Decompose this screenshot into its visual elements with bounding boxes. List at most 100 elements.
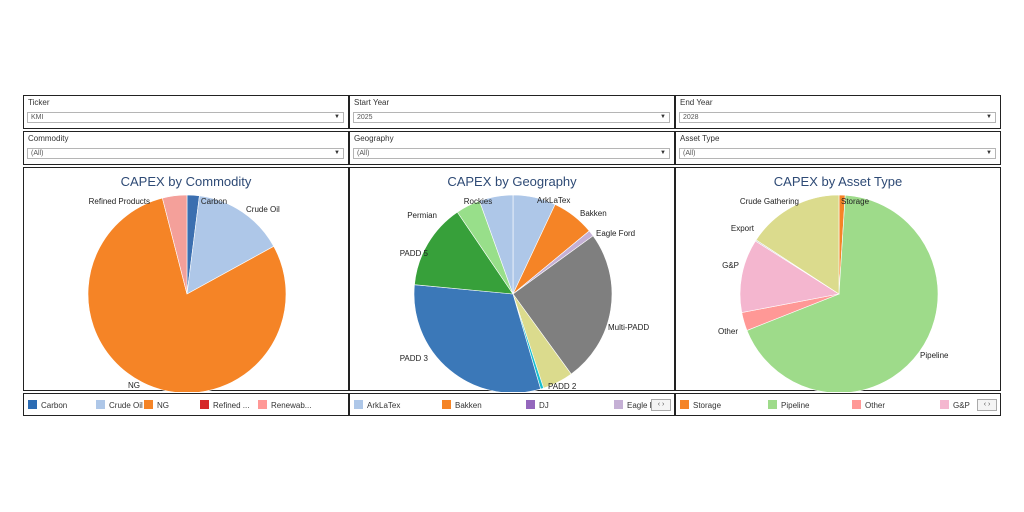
slice-label: Carbon <box>201 197 227 206</box>
geography-filter: Geography (All) ▼ <box>349 131 675 165</box>
slice-label: PADD 2 <box>548 382 577 391</box>
asset-type-chart-panel: CAPEX by Asset Type Storage Pipeline Other… <box>675 167 1001 392</box>
legend-label: ArkLaTex <box>367 401 401 410</box>
legend-item[interactable]: Refined ... <box>200 400 249 410</box>
legend-label: Other <box>865 401 886 410</box>
pie-slice-permian[interactable] <box>414 211 514 295</box>
asset-type-filter: Asset Type (All) ▼ <box>675 131 1001 165</box>
pie-slice-unlabeled-10[interactable] <box>479 194 514 295</box>
end-year-select[interactable]: 2028 ▼ <box>679 112 996 123</box>
slice-label: Other <box>718 327 738 336</box>
legend-label: Refined ... <box>213 401 250 410</box>
filter-label: Asset Type <box>680 134 720 143</box>
legend-label: Storage <box>693 401 722 410</box>
ticker-filter: Ticker KMI ▼ <box>23 95 349 129</box>
geography-pie-chart: ArkLaTex Bakken Eagle Ford Multi-PADD PADD 2… <box>400 194 649 392</box>
legend-item[interactable]: G&P <box>940 400 970 410</box>
pie-slice-crude-oil[interactable] <box>186 195 275 295</box>
legend-item[interactable]: Eagle F <box>614 400 655 410</box>
chevron-down-icon: ▼ <box>660 150 666 156</box>
filter-label: Geography <box>354 134 394 143</box>
legend-label: Pipeline <box>781 401 810 410</box>
select-value: (All) <box>683 150 696 157</box>
start-year-select[interactable]: 2025 ▼ <box>353 112 670 123</box>
filter-label: End Year <box>680 98 713 107</box>
legend-swatch <box>940 400 949 409</box>
legend-item[interactable]: DJ <box>526 400 549 410</box>
legend-item[interactable]: NG <box>144 400 169 410</box>
pie-slice-padd-3[interactable] <box>413 284 541 392</box>
select-value: (All) <box>357 150 370 157</box>
chart-title: CAPEX by Geography <box>447 174 577 189</box>
legend-swatch <box>258 400 267 409</box>
legend-swatch <box>354 400 363 409</box>
select-value: KMI <box>31 114 44 121</box>
slice-label: Permian <box>407 211 437 220</box>
legend-label: Crude Oil <box>109 401 143 410</box>
slice-label: G&P <box>722 261 739 270</box>
slice-label: Crude Oil <box>246 205 280 214</box>
commodity-chart-panel: CAPEX by Commodity Carbon Crude Oil NG Refi… <box>23 167 349 392</box>
commodity-pie-chart: Carbon Crude Oil NG Refined Products <box>87 194 287 392</box>
legend-item[interactable]: Bakken <box>442 400 482 410</box>
pie-slice-crude-gathering[interactable] <box>755 194 840 295</box>
slice-label: Refined Products <box>89 197 150 206</box>
legend-swatch <box>614 400 623 409</box>
legend-item[interactable]: Pipeline <box>768 400 809 410</box>
slice-label: PADD 5 <box>400 249 429 258</box>
legend-swatch <box>852 400 861 409</box>
slice-label: Rockies <box>464 197 492 206</box>
start-year-filter: Start Year 2025 ▼ <box>349 95 675 129</box>
asset-type-pie-chart: Storage Pipeline Other G&P Export Crude Gathe… <box>718 194 949 392</box>
pie-slice-g-p[interactable] <box>739 240 840 313</box>
chevron-down-icon: ▼ <box>334 114 340 120</box>
asset-type-legend: Storage Pipeline Other G&P ‹ › <box>675 393 1001 416</box>
slice-label: Multi-PADD <box>608 323 649 332</box>
legend-label: Carbon <box>41 401 68 410</box>
slice-label: Export <box>731 224 755 233</box>
slice-label: NG <box>128 381 140 390</box>
pie-slice-refined-products[interactable] <box>162 194 188 295</box>
legend-item[interactable]: ArkLaTex <box>354 400 400 410</box>
legend-label: Eagle F <box>627 401 655 410</box>
select-value: (All) <box>31 150 44 157</box>
slice-label: Eagle Ford <box>596 229 635 238</box>
chevron-down-icon: ▼ <box>986 150 992 156</box>
legend-label: DJ <box>539 401 549 410</box>
legend-swatch <box>526 400 535 409</box>
legend-item[interactable]: Storage <box>680 400 721 410</box>
legend-swatch <box>442 400 451 409</box>
slice-label: PADD 3 <box>400 354 429 363</box>
ticker-select[interactable]: KMI ▼ <box>27 112 344 123</box>
commodity-select[interactable]: (All) ▼ <box>27 148 344 159</box>
filter-label: Ticker <box>28 98 50 107</box>
select-value: 2025 <box>357 114 373 121</box>
chevron-down-icon: ▼ <box>334 150 340 156</box>
legend-scroll-arrows-icon[interactable]: ‹ › <box>651 399 671 411</box>
legend-label: NG <box>157 401 169 410</box>
geography-legend: ArkLaTex Bakken DJ Eagle F ‹ › <box>349 393 675 416</box>
legend-item[interactable]: Crude Oil <box>96 400 143 410</box>
legend-item[interactable]: Carbon <box>28 400 67 410</box>
chart-title: CAPEX by Commodity <box>120 174 252 189</box>
geography-chart-panel: CAPEX by Geography ArkLaTex Bakken Eagle F… <box>349 167 675 392</box>
geography-select[interactable]: (All) ▼ <box>353 148 670 159</box>
dashboard: Ticker KMI ▼ Start Year 2025 ▼ End Year 20… <box>23 95 1001 416</box>
legend-scroll-arrows-icon[interactable]: ‹ › <box>977 399 997 411</box>
filter-bar: Ticker KMI ▼ Start Year 2025 ▼ End Year 20… <box>23 95 1001 165</box>
pie-slice-pipeline[interactable] <box>746 194 939 392</box>
legend-swatch <box>200 400 209 409</box>
legend-swatch <box>680 400 689 409</box>
legend-label: G&P <box>953 401 970 410</box>
commodity-legend: Carbon Crude Oil NG Refined ... Renewab... <box>23 393 349 416</box>
commodity-filter: Commodity (All) ▼ <box>23 131 349 165</box>
pie-slice-multi-padd[interactable] <box>512 235 613 375</box>
chevron-down-icon: ▼ <box>986 114 992 120</box>
legend-item[interactable]: Other <box>852 400 885 410</box>
legend-label: Renewab... <box>271 401 312 410</box>
pie-slice-ng[interactable] <box>87 197 287 392</box>
asset-type-select[interactable]: (All) ▼ <box>679 148 996 159</box>
slice-label: ArkLaTex <box>537 196 570 205</box>
legend-swatch <box>96 400 105 409</box>
legend-item[interactable]: Renewab... <box>258 400 311 410</box>
